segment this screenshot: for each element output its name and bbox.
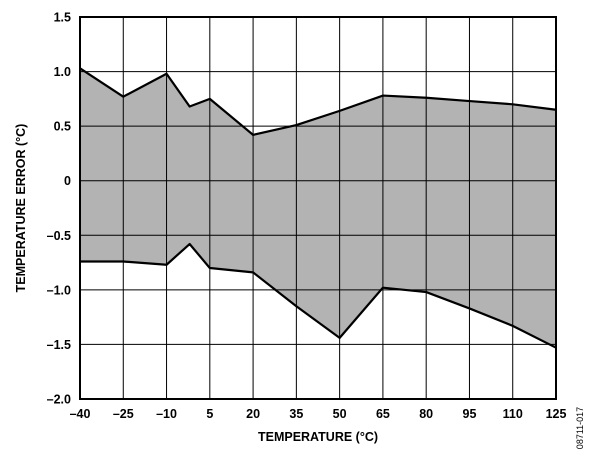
x-tick-label: 5 — [206, 407, 213, 421]
x-tick-label: 65 — [376, 407, 390, 421]
error-band-layer — [80, 68, 556, 348]
x-tick-label: 50 — [333, 407, 347, 421]
y-tick-label: 1.5 — [54, 11, 71, 25]
y-tick-labels: 1.5 1.0 0.5 0 –0.5 –1.0 –1.5 –2.0 — [47, 11, 71, 407]
x-tick-label: 125 — [546, 407, 567, 421]
y-tick-label: 1.0 — [54, 65, 71, 79]
upper-limit-line — [79, 67, 557, 136]
y-tick-label: –2.0 — [47, 393, 71, 407]
x-tick-label: –25 — [113, 407, 134, 421]
series-lines-layer — [79, 67, 557, 349]
x-tick-label: 80 — [419, 407, 433, 421]
x-tick-label: 20 — [246, 407, 260, 421]
y-tick-label: 0.5 — [54, 120, 71, 134]
y-axis-title: TEMPERATURE ERROR (°C) — [14, 124, 28, 293]
y-tick-label: –1.0 — [47, 283, 71, 297]
x-tick-label: –10 — [156, 407, 177, 421]
x-tick-label: –40 — [70, 407, 91, 421]
y-tick-label: –0.5 — [47, 229, 71, 243]
y-tick-label: –1.5 — [47, 338, 71, 352]
figure-id: 08711-017 — [575, 407, 585, 449]
x-tick-label: 35 — [289, 407, 303, 421]
y-tick-label: 0 — [64, 174, 71, 188]
x-tick-label: 110 — [503, 407, 523, 421]
x-tick-label: 95 — [463, 407, 477, 421]
x-axis-title: TEMPERATURE (°C) — [258, 430, 378, 444]
lower-limit-line — [80, 242, 557, 349]
x-tick-labels: –40 –25 –10 5 20 35 50 65 80 95 110 125 — [70, 407, 567, 421]
error-band-area — [80, 68, 556, 348]
grid-layer — [80, 17, 556, 399]
plot-frame — [79, 16, 557, 400]
